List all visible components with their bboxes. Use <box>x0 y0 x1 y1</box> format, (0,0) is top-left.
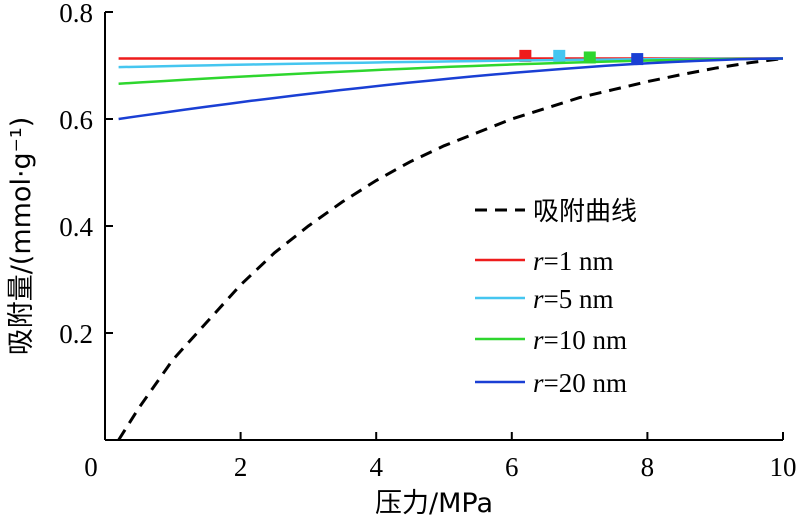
ticks: 0 2 4 6 8 10 0.2 0.4 0.6 0.8 <box>59 0 796 482</box>
legend: 吸附曲线 r=1 nm r=5 nm r=10 nm r=20 nm <box>475 197 637 398</box>
adsorption-curve-line <box>117 57 784 441</box>
x-tick-label: 6 <box>505 452 519 482</box>
axes <box>104 12 783 441</box>
x-tick-label: 10 <box>770 452 797 482</box>
series-marker-2 <box>553 49 566 62</box>
series-line-3 <box>118 57 784 85</box>
legend-label-adsorption: 吸附曲线 <box>533 197 637 227</box>
x-tick-label: 0 <box>84 452 98 482</box>
x-tick-label: 4 <box>369 452 383 482</box>
x-tick-label: 8 <box>641 452 655 482</box>
y-tick-label: 0.4 <box>59 212 93 242</box>
plot-area <box>117 49 784 441</box>
x-axis-title: 压力/MPa <box>375 488 493 518</box>
series-marker-3 <box>583 51 596 64</box>
series-marker-4 <box>631 53 644 66</box>
series-line-4 <box>118 57 784 121</box>
legend-label-2: r=5 nm <box>533 284 614 314</box>
x-tick-label: 2 <box>234 452 248 482</box>
y-tick-label: 0.2 <box>59 319 93 349</box>
legend-label-1: r=1 nm <box>533 246 614 276</box>
y-tick-label: 0.8 <box>59 0 93 28</box>
legend-label-4: r=20 nm <box>533 368 627 398</box>
legend-label-3: r=10 nm <box>533 325 627 355</box>
series-marker-1 <box>519 49 532 62</box>
y-tick-label: 0.6 <box>59 105 93 135</box>
y-axis-title: 吸附量/(mmol·g⁻¹) <box>6 117 37 356</box>
